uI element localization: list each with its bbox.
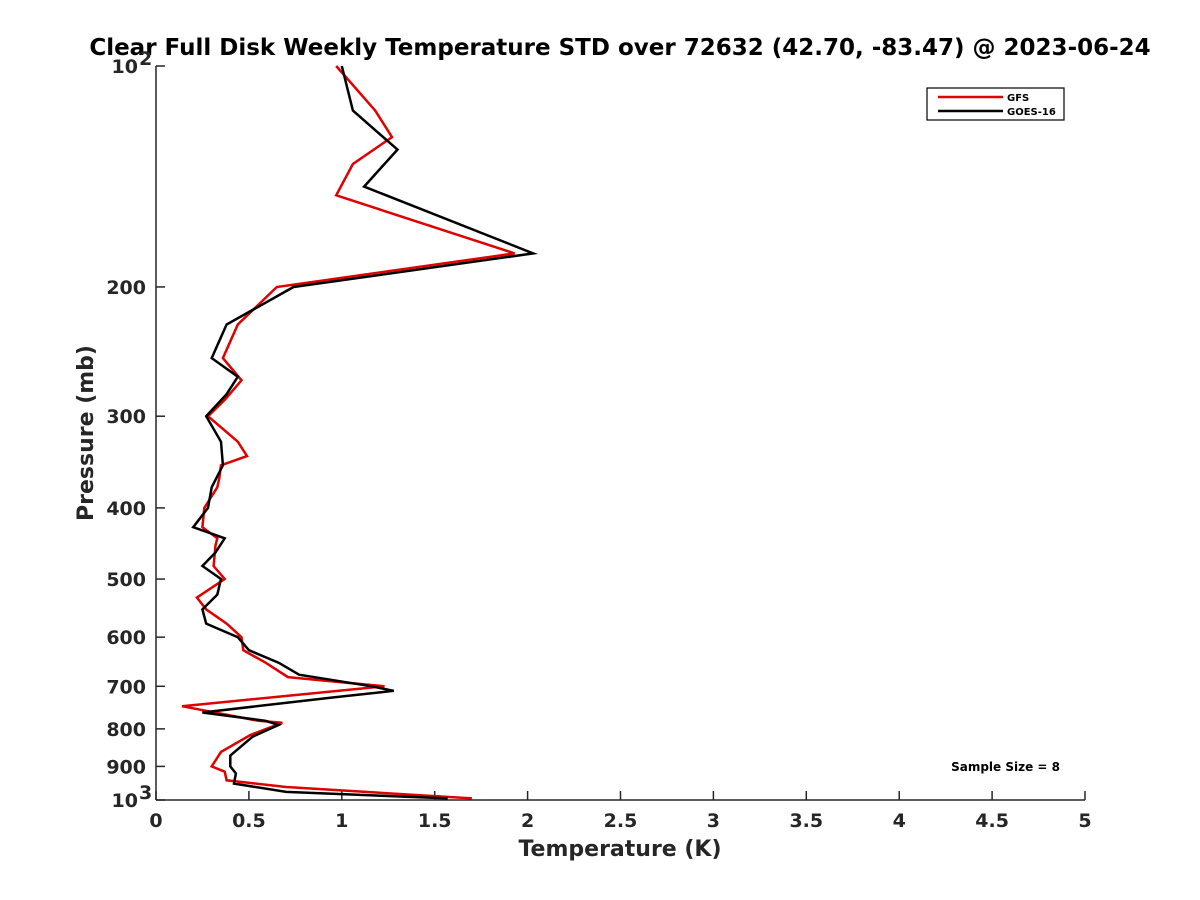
y-tick-label: 800 [106,719,146,741]
y-tick-label: 500 [106,569,146,591]
plot-area: 0 0.5 1 1.5 2 2.5 3 3.5 4 4.5 5 10 2200300400500600… [106,48,1091,832]
sample-size-annotation: Sample Size = 8 [951,760,1060,774]
x-tick-label: 4.5 [975,810,1009,832]
y-tick-label: 700 [106,676,146,698]
x-tick-label: 2.5 [604,810,638,832]
y-tick-label: 200 [106,277,146,299]
x-tick-label: 0 [149,810,162,832]
y-tick-label: 10 [112,56,138,78]
x-tick-label: 3 [707,810,720,832]
series-line-gfs [181,65,515,800]
legend: GFS GOES-16 [926,87,1065,121]
y-tick-label: 600 [106,627,146,649]
x-tick-label: 4 [893,810,906,832]
legend-box [926,87,1065,121]
series-line-goes-16 [191,65,539,800]
y-axis-label: Pressure (mb) [74,345,99,521]
legend-label-gfs: GFS [1007,93,1029,104]
x-tick-label: 3.5 [789,810,823,832]
legend-label-goes16: GOES-16 [1007,107,1056,118]
x-ticks: 0 0.5 1 1.5 2 2.5 3 3.5 4 4.5 5 [149,791,1092,832]
x-axis-label: Temperature (K) [518,837,721,862]
x-tick-label: 1.5 [418,810,452,832]
y-tick-exponent: 3 [139,782,152,804]
x-tick-label: 1 [335,810,348,832]
x-tick-label: 5 [1078,810,1091,832]
y-tick-label: 10 [112,790,138,812]
series-layer [181,65,539,800]
y-tick-exponent: 2 [139,48,152,70]
x-tick-label: 0.5 [232,810,266,832]
y-tick-label: 300 [106,406,146,428]
x-tick-label: 2 [521,810,534,832]
y-tick-label: 400 [106,498,146,520]
y-tick-label: 900 [106,756,146,778]
chart-title: Clear Full Disk Weekly Temperature STD o… [89,35,1150,61]
